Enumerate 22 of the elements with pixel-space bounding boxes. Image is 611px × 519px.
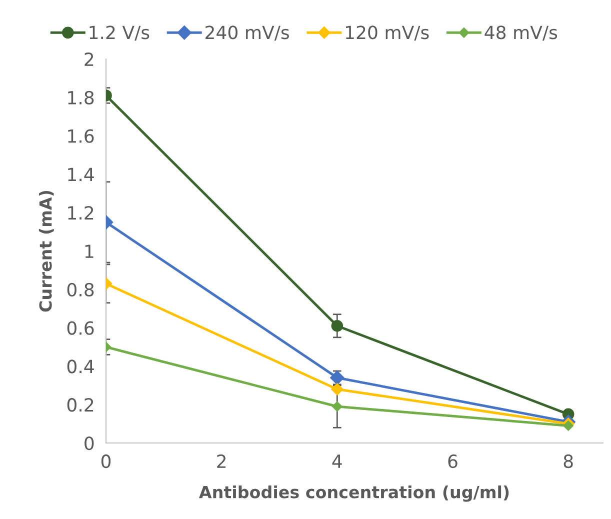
legend-label: 240 mV/s [206, 26, 289, 41]
y-tick-label: 0.6 [67, 321, 94, 335]
y-tick-label: 0.8 [67, 282, 94, 297]
x-tick-label: 8 [564, 454, 573, 468]
x-tick-label: 4 [332, 454, 342, 468]
y-tick-label: 1 [85, 244, 94, 258]
y-tick-label: 1.4 [68, 168, 94, 182]
x-tick-label: 0 [101, 454, 111, 468]
legend-label: 1.2 V/s [90, 26, 150, 41]
x-tick-label: 6 [448, 454, 458, 468]
y-tick-label: 1.6 [68, 129, 94, 143]
x-axis-title: Antibodies concentration (ug/ml) [199, 485, 509, 502]
legend-label: 120 mV/s [346, 26, 429, 41]
x-tick-label: 2 [217, 454, 226, 468]
y-tick-label: 0.4 [67, 360, 94, 374]
y-tick-label: 0 [84, 436, 94, 450]
y-axis-title: Current (mA) [38, 190, 54, 312]
y-tick-label: 1.2 [68, 206, 94, 220]
y-tick-label: 2 [84, 52, 94, 66]
y-tick-label: 1.8 [68, 90, 94, 105]
legend-label: 48 mV/s [484, 26, 558, 41]
y-tick-label: 0.2 [67, 398, 94, 412]
